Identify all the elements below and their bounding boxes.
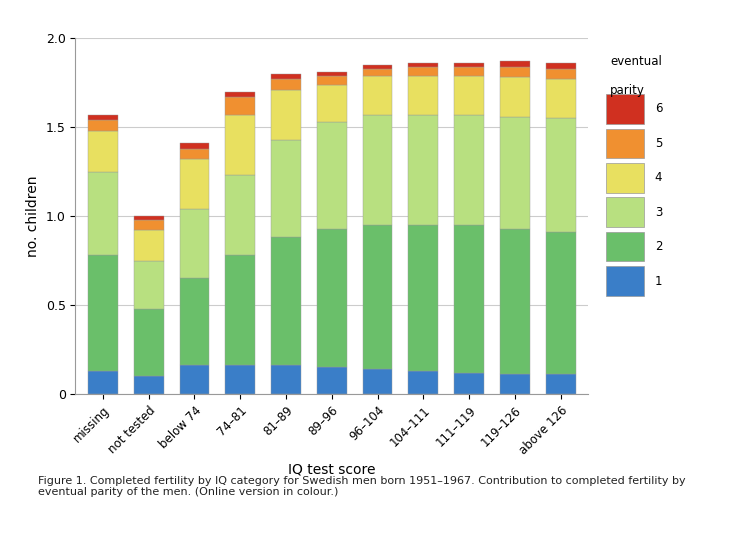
Bar <box>317 122 347 229</box>
Bar <box>133 216 164 219</box>
Bar <box>546 68 575 79</box>
Bar <box>409 225 438 371</box>
Bar <box>500 374 530 394</box>
Bar <box>500 67 530 77</box>
Bar <box>317 72 347 75</box>
Bar <box>88 172 118 255</box>
Bar <box>409 63 438 67</box>
FancyBboxPatch shape <box>606 163 644 193</box>
FancyBboxPatch shape <box>606 197 644 227</box>
Bar <box>500 77 530 117</box>
Bar <box>88 115 118 120</box>
Bar <box>271 365 301 394</box>
Bar <box>88 255 118 371</box>
Bar <box>225 255 255 365</box>
Bar <box>500 117 530 229</box>
Bar <box>133 309 164 376</box>
Bar <box>225 175 255 255</box>
Bar <box>546 118 575 232</box>
Bar <box>363 65 392 68</box>
Bar <box>225 365 255 394</box>
FancyBboxPatch shape <box>606 266 644 296</box>
Bar <box>317 84 347 122</box>
Text: 2: 2 <box>654 240 662 253</box>
Bar <box>363 75 392 115</box>
Bar <box>179 148 210 159</box>
Text: 5: 5 <box>654 137 662 150</box>
Bar <box>225 91 255 97</box>
Bar <box>271 74 301 79</box>
Bar <box>363 369 392 394</box>
Bar <box>179 143 210 148</box>
FancyBboxPatch shape <box>606 94 644 124</box>
Bar <box>179 365 210 394</box>
Bar <box>363 68 392 75</box>
Bar <box>454 67 484 75</box>
Bar <box>317 229 347 367</box>
Text: 1: 1 <box>654 275 662 288</box>
Text: 6: 6 <box>654 102 662 115</box>
Bar <box>363 225 392 369</box>
Y-axis label: no. children: no. children <box>26 176 40 257</box>
Bar <box>133 219 164 230</box>
Bar <box>500 229 530 374</box>
Text: Figure 1. Completed fertility by IQ category for Swedish men born 1951–1967. Con: Figure 1. Completed fertility by IQ cate… <box>38 476 685 497</box>
Bar <box>454 63 484 67</box>
FancyBboxPatch shape <box>606 129 644 158</box>
Bar <box>409 75 438 115</box>
Bar <box>454 115 484 225</box>
Bar <box>454 373 484 394</box>
Bar <box>133 260 164 309</box>
Bar <box>225 115 255 175</box>
Bar <box>546 374 575 394</box>
Bar <box>317 75 347 84</box>
Bar <box>546 63 575 68</box>
Bar <box>133 230 164 260</box>
Bar <box>409 371 438 394</box>
Bar <box>179 209 210 278</box>
Bar <box>271 90 301 139</box>
Bar <box>363 115 392 225</box>
Bar <box>271 79 301 90</box>
Bar <box>88 371 118 394</box>
Bar <box>271 237 301 365</box>
Bar <box>271 139 301 237</box>
FancyBboxPatch shape <box>606 232 644 261</box>
Text: eventual: eventual <box>610 55 662 68</box>
Text: parity: parity <box>610 84 645 97</box>
Text: 4: 4 <box>654 171 662 184</box>
Bar <box>500 61 530 67</box>
Bar <box>409 67 438 75</box>
Bar <box>225 97 255 115</box>
Bar <box>454 225 484 373</box>
Bar <box>179 159 210 209</box>
X-axis label: IQ test score: IQ test score <box>288 462 375 476</box>
Bar <box>317 367 347 394</box>
Bar <box>454 75 484 115</box>
Text: 3: 3 <box>654 206 662 219</box>
Bar <box>88 120 118 131</box>
Bar <box>546 79 575 118</box>
Bar <box>409 115 438 225</box>
Bar <box>179 278 210 365</box>
Bar <box>133 376 164 394</box>
Bar <box>88 131 118 172</box>
Bar <box>546 232 575 374</box>
